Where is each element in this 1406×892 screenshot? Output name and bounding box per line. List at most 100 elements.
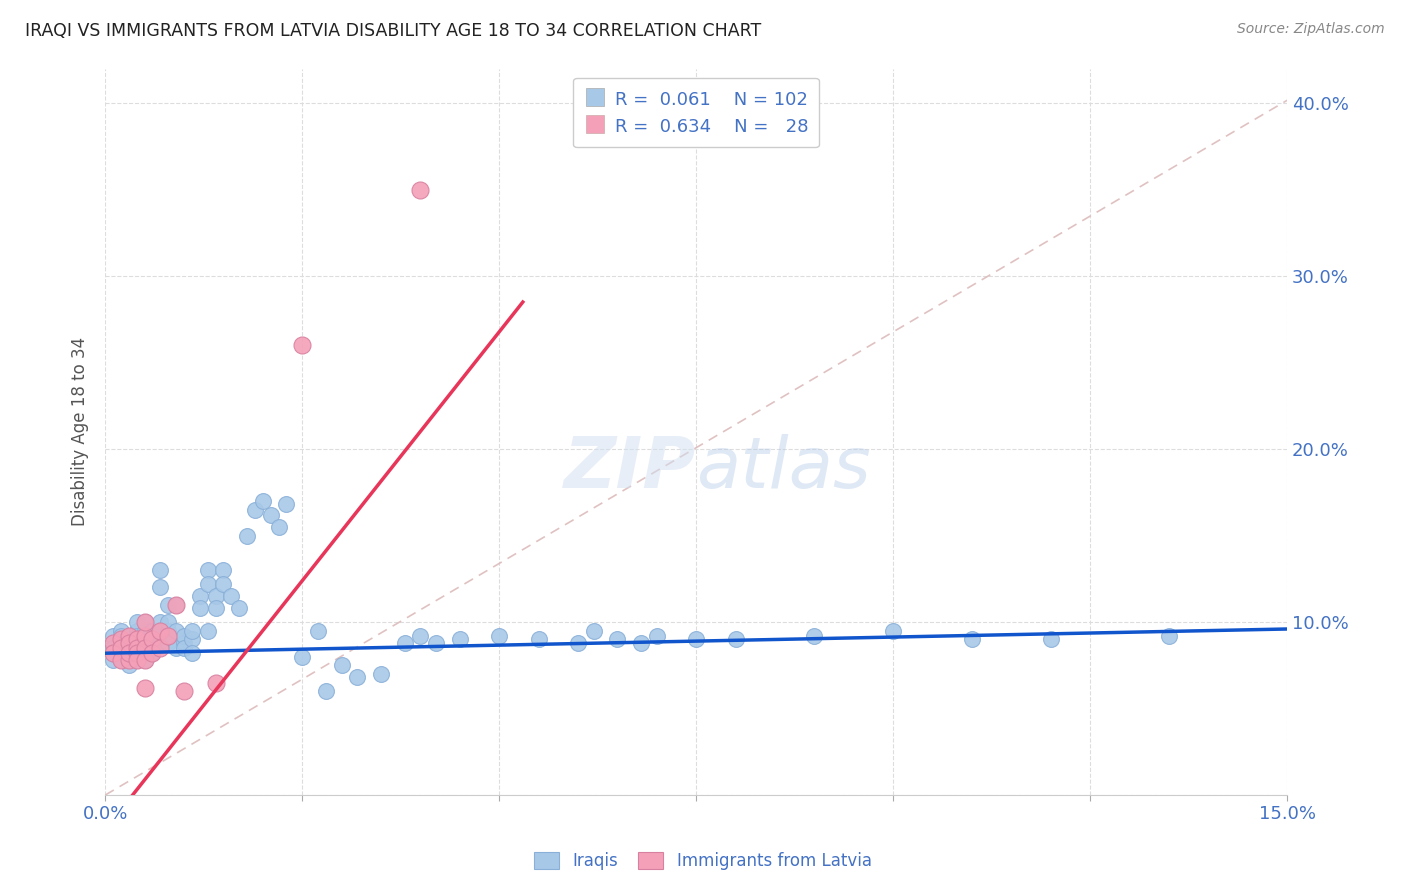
Point bbox=[197, 563, 219, 577]
Point bbox=[125, 632, 148, 647]
Point bbox=[488, 629, 510, 643]
Point bbox=[118, 653, 141, 667]
Point bbox=[173, 684, 195, 698]
Point bbox=[141, 640, 163, 655]
Point bbox=[157, 624, 180, 638]
Point bbox=[307, 624, 329, 638]
Point bbox=[101, 646, 124, 660]
Point bbox=[134, 653, 156, 667]
Point bbox=[173, 629, 195, 643]
Legend: Iraqis, Immigrants from Latvia: Iraqis, Immigrants from Latvia bbox=[527, 845, 879, 877]
Point bbox=[125, 646, 148, 660]
Point bbox=[125, 653, 148, 667]
Point bbox=[149, 581, 172, 595]
Point bbox=[157, 629, 180, 643]
Point bbox=[724, 632, 747, 647]
Point bbox=[425, 636, 447, 650]
Point bbox=[134, 632, 156, 647]
Point bbox=[101, 653, 124, 667]
Point bbox=[125, 640, 148, 655]
Point bbox=[101, 636, 124, 650]
Point bbox=[125, 624, 148, 638]
Point bbox=[165, 598, 187, 612]
Point bbox=[125, 653, 148, 667]
Point bbox=[141, 632, 163, 647]
Point bbox=[134, 615, 156, 629]
Point bbox=[582, 624, 605, 638]
Point bbox=[165, 640, 187, 655]
Point bbox=[118, 640, 141, 655]
Point bbox=[125, 636, 148, 650]
Point bbox=[141, 636, 163, 650]
Point bbox=[276, 498, 298, 512]
Point bbox=[141, 646, 163, 660]
Point bbox=[173, 640, 195, 655]
Point bbox=[110, 636, 132, 650]
Point bbox=[149, 640, 172, 655]
Point bbox=[110, 646, 132, 660]
Point bbox=[157, 598, 180, 612]
Point bbox=[882, 624, 904, 638]
Point bbox=[252, 494, 274, 508]
Point bbox=[330, 658, 353, 673]
Point bbox=[370, 667, 392, 681]
Point bbox=[527, 632, 550, 647]
Point bbox=[228, 601, 250, 615]
Point bbox=[315, 684, 337, 698]
Point bbox=[110, 632, 132, 647]
Point bbox=[125, 629, 148, 643]
Point bbox=[685, 632, 707, 647]
Point bbox=[101, 646, 124, 660]
Point bbox=[267, 520, 290, 534]
Legend: R =  0.061    N = 102, R =  0.634    N =   28: R = 0.061 N = 102, R = 0.634 N = 28 bbox=[574, 78, 820, 147]
Point bbox=[212, 563, 235, 577]
Point bbox=[204, 675, 226, 690]
Point bbox=[118, 629, 141, 643]
Point bbox=[134, 681, 156, 695]
Point bbox=[118, 636, 141, 650]
Point bbox=[173, 636, 195, 650]
Point bbox=[149, 624, 172, 638]
Point bbox=[197, 577, 219, 591]
Point bbox=[149, 563, 172, 577]
Point bbox=[188, 601, 211, 615]
Point bbox=[291, 338, 314, 352]
Point bbox=[204, 589, 226, 603]
Point bbox=[236, 528, 259, 542]
Point bbox=[101, 640, 124, 655]
Point bbox=[118, 653, 141, 667]
Point bbox=[118, 646, 141, 660]
Point bbox=[409, 183, 432, 197]
Point bbox=[803, 629, 825, 643]
Point bbox=[1039, 632, 1062, 647]
Text: Source: ZipAtlas.com: Source: ZipAtlas.com bbox=[1237, 22, 1385, 37]
Point bbox=[118, 640, 141, 655]
Point bbox=[630, 636, 652, 650]
Point bbox=[165, 598, 187, 612]
Point bbox=[1157, 629, 1180, 643]
Point bbox=[134, 636, 156, 650]
Point bbox=[134, 653, 156, 667]
Point bbox=[180, 632, 202, 647]
Point bbox=[134, 629, 156, 643]
Point bbox=[141, 624, 163, 638]
Point bbox=[101, 629, 124, 643]
Point bbox=[606, 632, 628, 647]
Text: atlas: atlas bbox=[696, 434, 870, 502]
Point bbox=[567, 636, 589, 650]
Point bbox=[243, 502, 266, 516]
Point bbox=[118, 649, 141, 664]
Point bbox=[118, 646, 141, 660]
Point bbox=[110, 640, 132, 655]
Point bbox=[149, 615, 172, 629]
Point bbox=[204, 601, 226, 615]
Point bbox=[134, 646, 156, 660]
Point bbox=[110, 624, 132, 638]
Point bbox=[134, 640, 156, 655]
Point bbox=[134, 640, 156, 655]
Point bbox=[291, 649, 314, 664]
Point bbox=[449, 632, 471, 647]
Point bbox=[645, 629, 668, 643]
Point bbox=[125, 640, 148, 655]
Text: ZIP: ZIP bbox=[564, 434, 696, 502]
